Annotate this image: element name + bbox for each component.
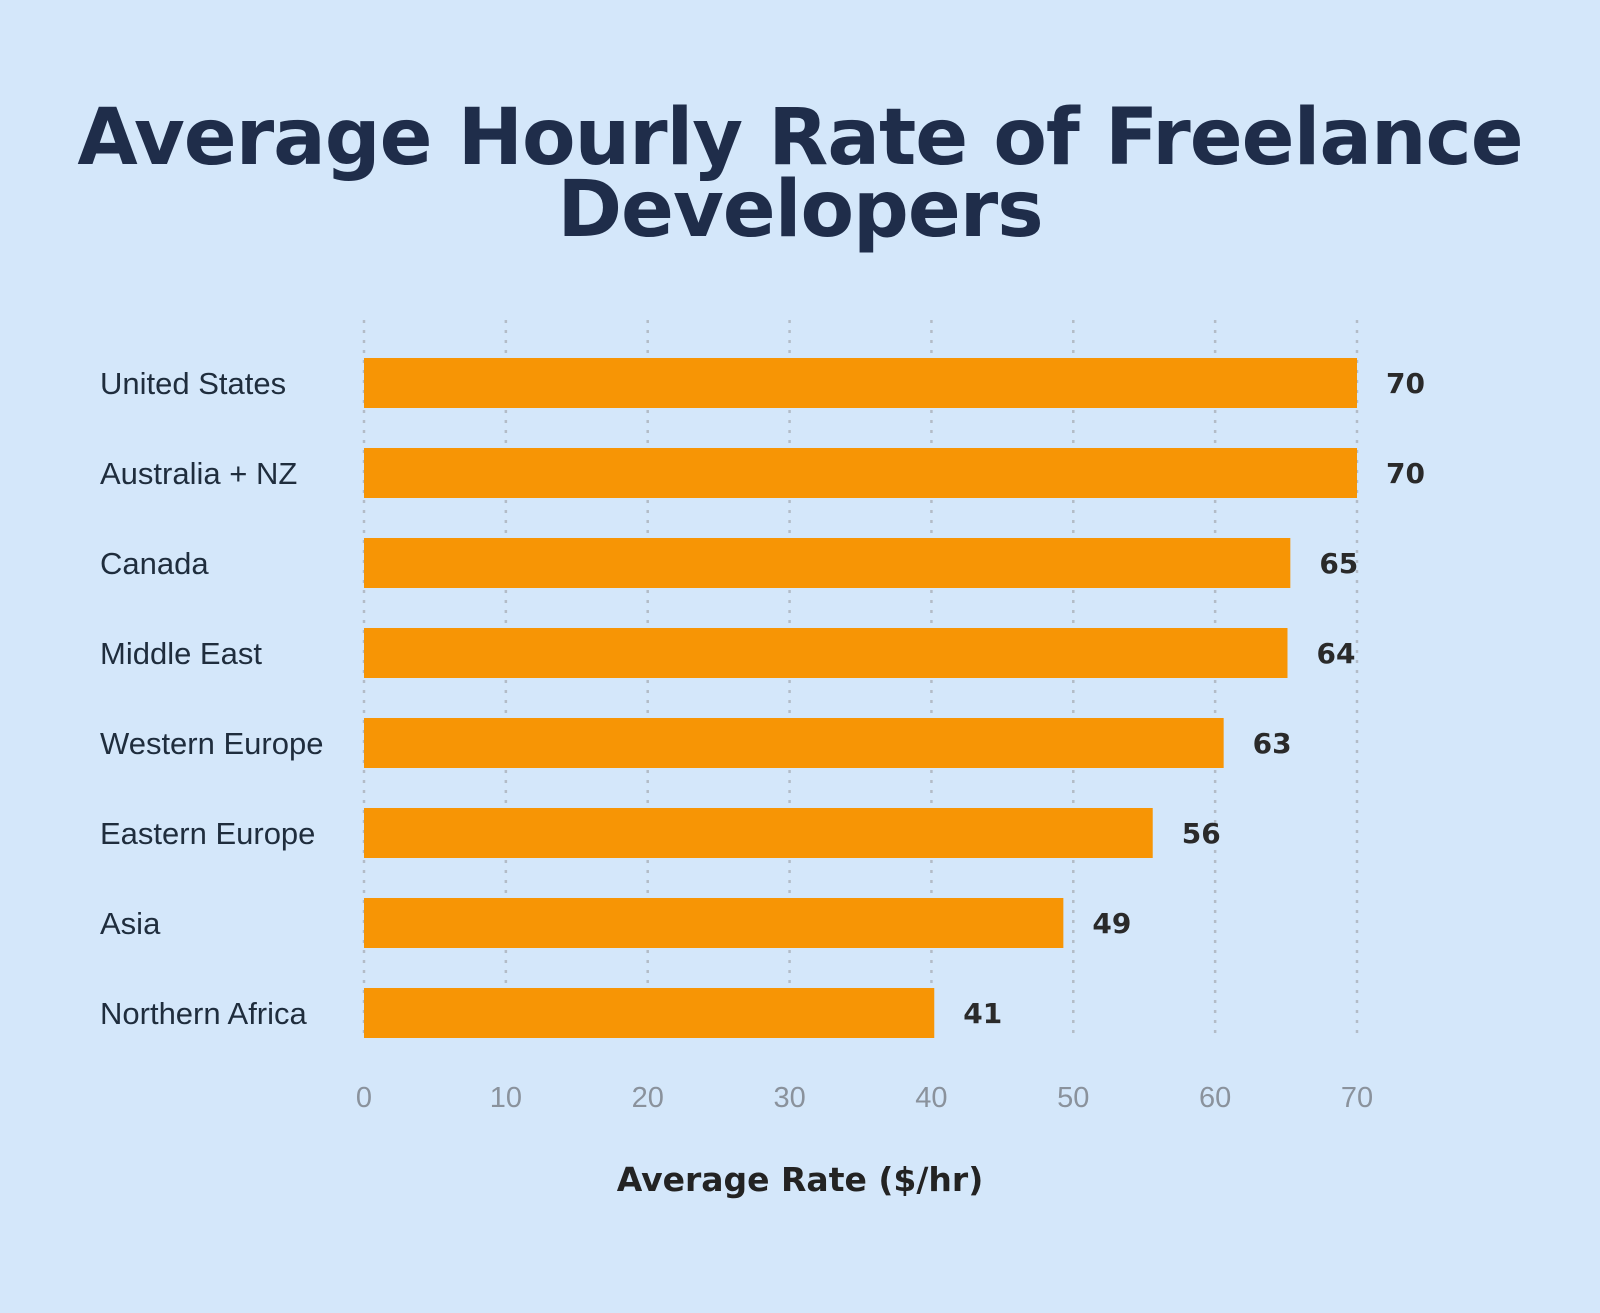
chart-title: Average Hourly Rate of Freelance Develop… (77, 93, 1523, 255)
bar-eastern-europe (364, 808, 1153, 858)
x-tick-label-40: 40 (915, 1082, 947, 1114)
category-label-eastern-europe: Eastern Europe (100, 816, 315, 851)
x-tick-label-20: 20 (632, 1082, 664, 1114)
value-label-middle-east: 64 (1316, 637, 1355, 670)
category-label-asia: Asia (100, 906, 161, 941)
bar-united-states (364, 358, 1357, 408)
x-tick-label-60: 60 (1199, 1082, 1231, 1114)
bars (364, 358, 1357, 1038)
value-label-united-states: 70 (1386, 367, 1425, 400)
bar-asia (364, 898, 1064, 948)
value-label-eastern-europe: 56 (1182, 817, 1221, 850)
chart-title-line-2: Developers (557, 165, 1042, 255)
x-tick-label-30: 30 (773, 1082, 805, 1114)
category-label-united-states: United States (100, 366, 286, 401)
category-label-northern-africa: Northern Africa (100, 996, 308, 1031)
x-axis-ticks: 0 10 20 30 40 50 60 70 (356, 1082, 1373, 1114)
x-tick-label-0: 0 (356, 1082, 372, 1114)
category-label-canada: Canada (100, 546, 209, 581)
value-label-australia-nz: 70 (1386, 457, 1425, 490)
x-tick-label-50: 50 (1057, 1082, 1089, 1114)
bar-canada (364, 538, 1291, 588)
bar-middle-east (364, 628, 1288, 678)
x-tick-label-70: 70 (1341, 1082, 1373, 1114)
bar-western-europe (364, 718, 1224, 768)
chart-title-line-1: Average Hourly Rate of Freelance (77, 93, 1522, 183)
value-label-canada: 65 (1319, 547, 1358, 580)
bar-northern-africa (364, 988, 935, 1038)
x-axis-title: Average Rate ($/hr) (617, 1160, 984, 1199)
value-label-western-europe: 63 (1253, 727, 1292, 760)
category-labels: United States Australia + NZ Canada Middle … (100, 366, 323, 1031)
bar-australia-nz (364, 448, 1357, 498)
category-label-middle-east: Middle East (100, 636, 262, 671)
value-label-asia: 49 (1092, 907, 1131, 940)
value-label-northern-africa: 41 (963, 997, 1002, 1030)
category-label-australia-nz: Australia + NZ (100, 456, 297, 491)
value-labels: 70 70 65 64 63 56 49 41 (963, 367, 1425, 1030)
x-tick-label-10: 10 (490, 1082, 522, 1114)
category-label-western-europe: Western Europe (100, 726, 323, 761)
